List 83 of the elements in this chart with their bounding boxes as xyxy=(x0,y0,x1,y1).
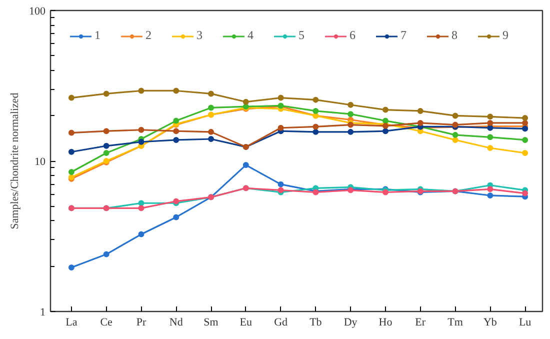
x-tick-label: Gd xyxy=(274,316,288,328)
legend-label: 6 xyxy=(350,28,356,43)
point xyxy=(522,136,528,143)
legend-label: 1 xyxy=(94,28,102,43)
point xyxy=(417,120,424,126)
point xyxy=(138,200,144,206)
y-tick-label: 1 xyxy=(40,306,46,318)
x-tick-label: Lu xyxy=(518,316,532,328)
point xyxy=(487,120,494,126)
point xyxy=(312,128,319,135)
point xyxy=(348,102,354,108)
point xyxy=(382,128,388,134)
point xyxy=(208,90,214,97)
point xyxy=(68,264,74,271)
point xyxy=(487,192,494,198)
point xyxy=(522,126,528,132)
y-tick-label: 10 xyxy=(34,156,46,168)
point xyxy=(487,145,494,151)
point xyxy=(173,214,180,220)
point xyxy=(487,134,494,140)
legend-label: 5 xyxy=(298,28,306,43)
point xyxy=(348,128,354,135)
point xyxy=(522,115,528,122)
point xyxy=(173,136,180,143)
point xyxy=(173,88,180,94)
point xyxy=(68,169,74,176)
point xyxy=(382,106,388,113)
point xyxy=(68,94,74,101)
x-tick-label: Tm xyxy=(448,316,464,328)
point xyxy=(138,231,144,238)
point xyxy=(103,128,110,134)
point xyxy=(138,88,144,94)
point xyxy=(173,128,180,134)
point xyxy=(452,112,458,119)
point xyxy=(312,96,319,103)
point xyxy=(278,94,284,101)
point xyxy=(208,104,214,111)
point xyxy=(348,111,354,118)
point xyxy=(312,108,319,114)
legend-label: 3 xyxy=(196,28,204,43)
point xyxy=(68,130,74,136)
point xyxy=(522,190,528,196)
x-tick-label: Ce xyxy=(100,316,113,328)
x-tick-label: Nd xyxy=(169,316,184,328)
x-tick-label: Tb xyxy=(310,316,322,328)
point xyxy=(242,162,249,168)
x-tick-label: Yb xyxy=(483,316,498,328)
legend-label: 2 xyxy=(146,28,152,43)
point xyxy=(138,205,144,212)
point xyxy=(487,186,494,192)
point xyxy=(103,90,110,97)
x-tick-label: Er xyxy=(415,316,426,328)
point xyxy=(68,148,74,155)
point xyxy=(173,118,180,124)
point xyxy=(487,114,494,120)
y-axis-title: Samples/Chondrite normalized xyxy=(9,92,21,230)
x-tick-label: Dy xyxy=(344,316,358,328)
point xyxy=(312,124,319,130)
point xyxy=(138,126,144,133)
x-tick-label: Sm xyxy=(204,316,219,328)
x-tick-label: Pr xyxy=(136,316,146,328)
y-tick-label: 100 xyxy=(29,6,46,18)
x-tick-label: Ho xyxy=(378,316,393,328)
point xyxy=(138,138,144,145)
legend-label: 9 xyxy=(502,28,510,43)
point xyxy=(103,142,110,149)
legend-label: 4 xyxy=(248,28,254,43)
x-tick-label: La xyxy=(66,316,78,328)
point xyxy=(242,98,249,105)
x-tick-label: Eu xyxy=(240,316,253,328)
point xyxy=(382,118,388,124)
point xyxy=(208,136,214,142)
legend-label: 7 xyxy=(400,28,408,43)
point xyxy=(417,108,424,114)
point xyxy=(452,132,458,138)
point xyxy=(208,128,214,135)
point xyxy=(278,124,284,131)
point xyxy=(103,150,110,156)
point xyxy=(452,136,458,143)
point xyxy=(522,150,528,156)
point xyxy=(278,181,284,188)
legend-label: 8 xyxy=(452,28,458,43)
point xyxy=(103,251,110,258)
